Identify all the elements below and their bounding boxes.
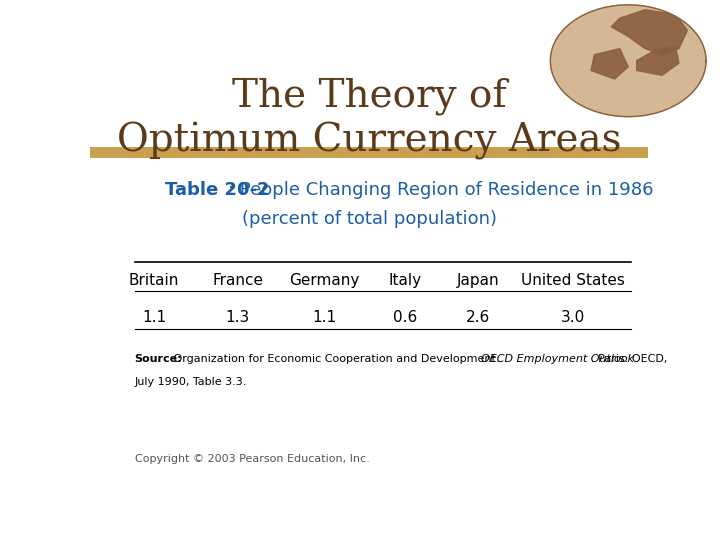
Text: Japan: Japan — [456, 273, 499, 288]
Text: OECD Employment Outlook: OECD Employment Outlook — [481, 354, 634, 364]
Text: United States: United States — [521, 273, 625, 288]
Text: The Theory of
Optimum Currency Areas: The Theory of Optimum Currency Areas — [117, 77, 621, 160]
Text: . Paris: OECD,: . Paris: OECD, — [590, 354, 667, 364]
Polygon shape — [591, 49, 628, 79]
Text: 0.6: 0.6 — [393, 310, 418, 325]
Text: : People Changing Region of Residence in 1986: : People Changing Region of Residence in… — [228, 181, 654, 199]
Text: Germany: Germany — [289, 273, 359, 288]
FancyBboxPatch shape — [90, 147, 648, 158]
Text: 1.3: 1.3 — [226, 310, 250, 325]
Text: Copyright © 2003 Pearson Education, Inc.: Copyright © 2003 Pearson Education, Inc. — [135, 454, 369, 464]
Text: Source:: Source: — [135, 354, 182, 364]
Text: Table 20-2: Table 20-2 — [166, 181, 270, 199]
Polygon shape — [611, 10, 688, 55]
Text: Organization for Economic Cooperation and Development.: Organization for Economic Cooperation an… — [170, 354, 503, 364]
Text: 1.1: 1.1 — [312, 310, 336, 325]
Polygon shape — [636, 46, 679, 75]
Text: Britain: Britain — [129, 273, 179, 288]
Text: (percent of total population): (percent of total population) — [241, 211, 497, 228]
Text: 3.0: 3.0 — [561, 310, 585, 325]
Text: Italy: Italy — [389, 273, 422, 288]
Text: 2.6: 2.6 — [466, 310, 490, 325]
Text: France: France — [212, 273, 264, 288]
Text: 1.1: 1.1 — [142, 310, 166, 325]
Polygon shape — [550, 5, 706, 117]
Text: July 1990, Table 3.3.: July 1990, Table 3.3. — [135, 377, 247, 387]
